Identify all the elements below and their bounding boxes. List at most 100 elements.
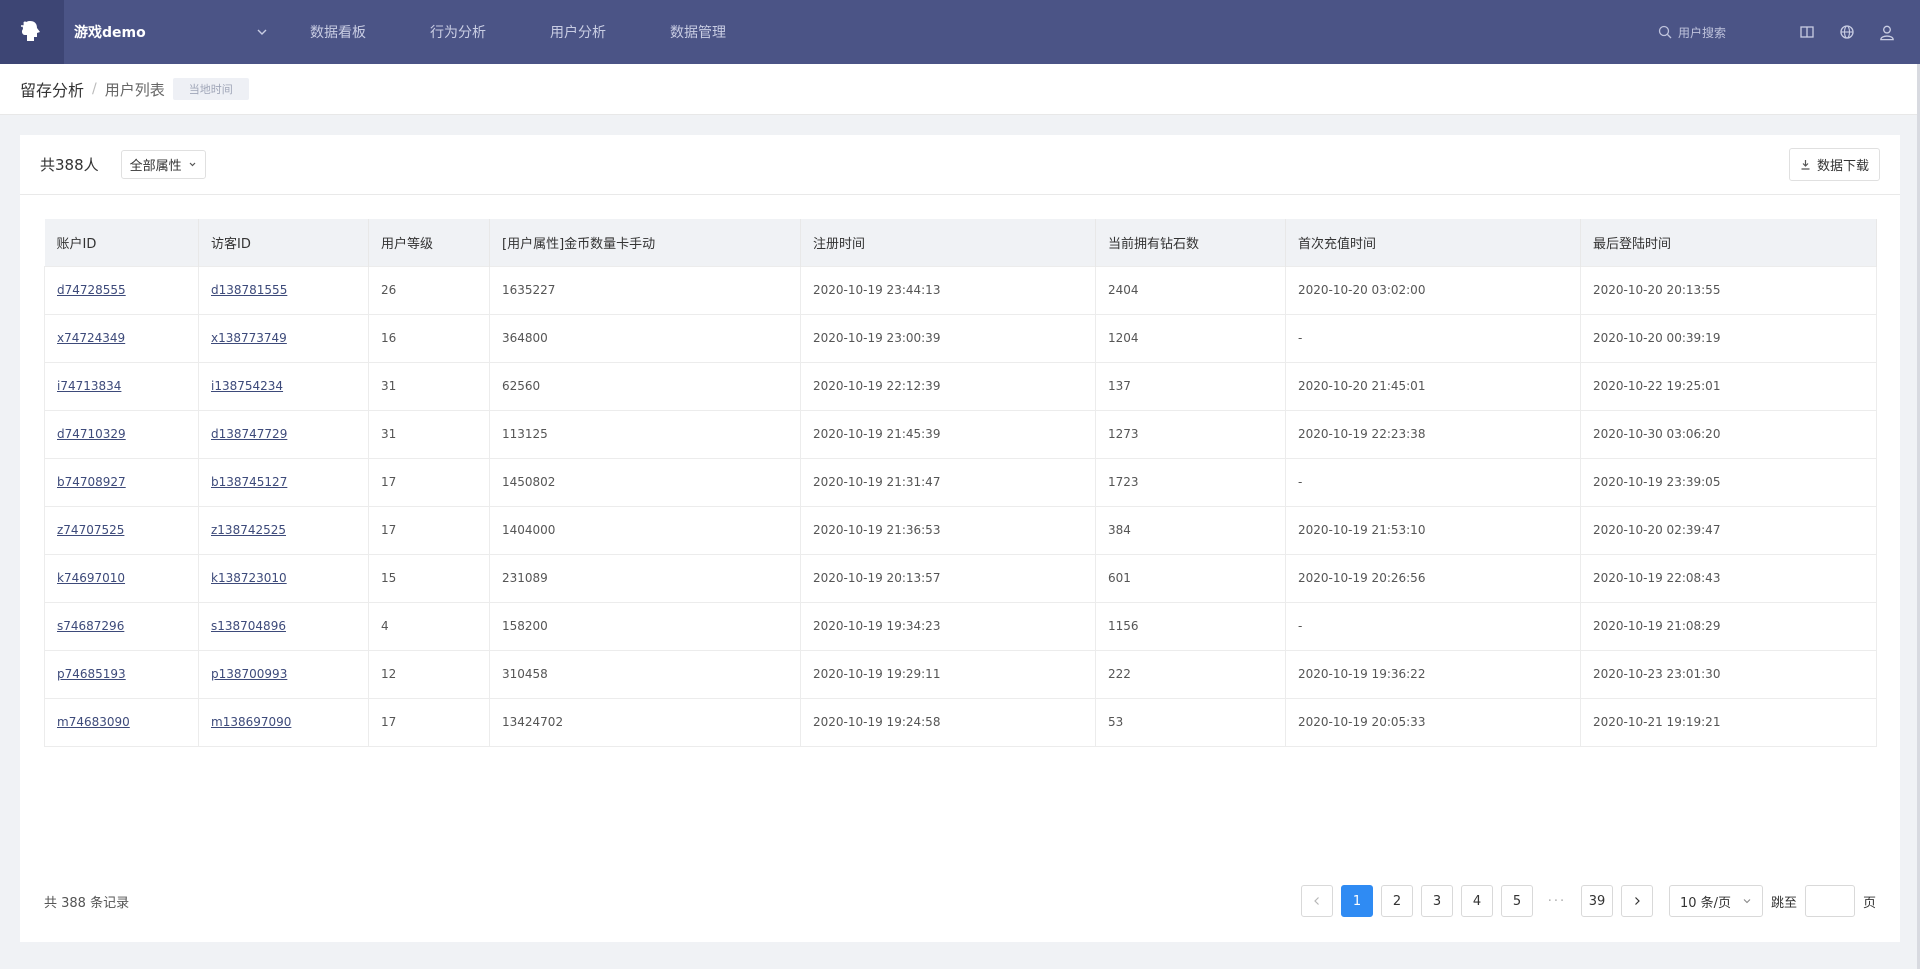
cell-account-id[interactable]: m74683090 (44, 697, 199, 747)
cell-diamonds: 2404 (1095, 265, 1286, 315)
cell-first-recharge: - (1285, 457, 1581, 507)
cell-visitor-id[interactable]: b138745127 (198, 457, 369, 507)
table-row: p74685193 p138700993 12 310458 2020-10-19 19… (44, 649, 1877, 699)
cell-account-id[interactable]: b74708927 (44, 457, 199, 507)
download-label: 数据下载 (1816, 159, 1869, 174)
menu-data-management[interactable]: 数据管理 (670, 25, 726, 41)
cell-account-id[interactable]: d74710329 (44, 409, 199, 459)
cell-last-login: 2020-10-22 19:25:01 (1580, 361, 1877, 411)
cell-last-login: 2020-10-21 19:19:21 (1580, 697, 1877, 747)
cell-diamonds: 384 (1095, 505, 1286, 555)
download-button[interactable]: 数据下载 (1788, 148, 1880, 181)
page-4-button[interactable]: 4 (1460, 885, 1493, 917)
cell-account-id[interactable]: s74687296 (44, 601, 199, 651)
cell-last-login: 2020-10-19 22:08:43 (1580, 553, 1877, 603)
cell-user-level: 26 (368, 265, 490, 315)
brain-logo-icon[interactable] (0, 0, 64, 64)
cell-diamonds: 1273 (1095, 409, 1286, 459)
next-page-button[interactable] (1620, 885, 1653, 917)
cell-gold-count: 310458 (489, 649, 801, 699)
table-row: z74707525 z138742525 17 1404000 2020-10-19 2… (44, 505, 1877, 555)
cell-diamonds: 1204 (1095, 313, 1286, 363)
page-5-button[interactable]: 5 (1500, 885, 1533, 917)
cell-visitor-id[interactable]: x138773749 (198, 313, 369, 363)
page-3-button[interactable]: 3 (1420, 885, 1453, 917)
cell-last-login: 2020-10-20 02:39:47 (1580, 505, 1877, 555)
user-list-card: 共388人 全部属性 数据下载 账户ID 访客ID 用户等级 [用户属性]金币数… (20, 135, 1900, 942)
menu-dashboard[interactable]: 数据看板 (310, 25, 366, 41)
cell-diamonds: 601 (1095, 553, 1286, 603)
table-row: i74713834 i138754234 31 62560 2020-10-19 22:… (44, 361, 1877, 411)
page-ellipsis[interactable]: ··· (1540, 885, 1573, 917)
cell-gold-count: 62560 (489, 361, 801, 411)
cell-account-id[interactable]: d74728555 (44, 265, 199, 315)
cell-account-id[interactable]: p74685193 (44, 649, 199, 699)
table-footer: 共 388 条记录 1 2 3 4 5 ··· 39 10 条/页 跳至 页 (44, 885, 1876, 917)
cell-last-login: 2020-10-20 00:39:19 (1580, 313, 1877, 363)
cell-register-time: 2020-10-19 21:36:53 (800, 505, 1096, 555)
record-count: 共 388 条记录 (44, 895, 130, 911)
table-row: b74708927 b138745127 17 1450802 2020-10-19 2… (44, 457, 1877, 507)
attribute-filter-select[interactable]: 全部属性 (120, 150, 206, 179)
prev-page-button[interactable] (1300, 885, 1333, 917)
cell-first-recharge: - (1285, 601, 1581, 651)
page-1-button[interactable]: 1 (1340, 885, 1373, 917)
cell-first-recharge: 2020-10-20 21:45:01 (1285, 361, 1581, 411)
cell-visitor-id[interactable]: d138781555 (198, 265, 369, 315)
table-row: d74710329 d138747729 31 113125 2020-10-19 21… (44, 409, 1877, 459)
cell-user-level: 12 (368, 649, 490, 699)
nav-right: 用户搜索 (1658, 0, 1920, 64)
cell-gold-count: 231089 (489, 553, 801, 603)
page-size-select[interactable]: 10 条/页 (1668, 885, 1763, 917)
cell-first-recharge: - (1285, 313, 1581, 363)
page-2-button[interactable]: 2 (1380, 885, 1413, 917)
column-header-account-id: 账户ID (44, 219, 199, 266)
user-search[interactable]: 用户搜索 (1658, 24, 1726, 41)
cell-first-recharge: 2020-10-19 19:36:22 (1285, 649, 1581, 699)
cell-visitor-id[interactable]: i138754234 (198, 361, 369, 411)
column-header-last-login: 最后登陆时间 (1580, 219, 1877, 266)
project-selector[interactable]: 游戏demo (64, 22, 272, 42)
cell-register-time: 2020-10-19 22:12:39 (800, 361, 1096, 411)
jump-to-page-input[interactable] (1804, 885, 1855, 917)
globe-icon[interactable] (1838, 23, 1856, 41)
book-icon[interactable] (1798, 23, 1816, 41)
cell-register-time: 2020-10-19 23:44:13 (800, 265, 1096, 315)
menu-behavior-analysis[interactable]: 行为分析 (430, 25, 486, 41)
cell-register-time: 2020-10-19 21:31:47 (800, 457, 1096, 507)
cell-visitor-id[interactable]: p138700993 (198, 649, 369, 699)
cell-last-login: 2020-10-19 23:39:05 (1580, 457, 1877, 507)
user-icon[interactable] (1878, 23, 1896, 41)
cell-visitor-id[interactable]: d138747729 (198, 409, 369, 459)
top-nav: 游戏demo 数据看板 行为分析 用户分析 数据管理 用户搜索 (0, 0, 1920, 64)
last-page-button[interactable]: 39 (1580, 885, 1613, 917)
cell-register-time: 2020-10-19 19:34:23 (800, 601, 1096, 651)
cell-user-level: 16 (368, 313, 490, 363)
page-suffix-label: 页 (1862, 895, 1876, 911)
menu-user-analysis[interactable]: 用户分析 (550, 25, 606, 41)
scrollbar-track[interactable] (1917, 64, 1920, 969)
breadcrumb-retention-analysis[interactable]: 留存分析 (20, 81, 85, 100)
cell-account-id[interactable]: x74724349 (44, 313, 199, 363)
cell-visitor-id[interactable]: z138742525 (198, 505, 369, 555)
cell-diamonds: 222 (1095, 649, 1286, 699)
project-name: 游戏demo (74, 25, 146, 41)
breadcrumb-user-list: 用户列表 (104, 80, 165, 99)
cell-diamonds: 1723 (1095, 457, 1286, 507)
card-header: 共388人 全部属性 数据下载 (20, 135, 1900, 195)
main-menu: 数据看板 行为分析 用户分析 数据管理 (310, 22, 790, 42)
cell-visitor-id[interactable]: m138697090 (198, 697, 369, 747)
cell-visitor-id[interactable]: s138704896 (198, 601, 369, 651)
cell-user-level: 17 (368, 457, 490, 507)
cell-last-login: 2020-10-19 21:08:29 (1580, 601, 1877, 651)
local-time-tag: 当地时间 (172, 78, 249, 100)
cell-visitor-id[interactable]: k138723010 (198, 553, 369, 603)
cell-account-id[interactable]: i74713834 (44, 361, 199, 411)
breadcrumb: 留存分析 / 用户列表 当地时间 (0, 64, 1920, 115)
cell-account-id[interactable]: z74707525 (44, 505, 199, 555)
attribute-filter-label: 全部属性 (129, 159, 182, 174)
cell-account-id[interactable]: k74697010 (44, 553, 199, 603)
column-header-diamonds: 当前拥有钻石数 (1095, 219, 1286, 266)
cell-user-level: 15 (368, 553, 490, 603)
cell-user-level: 31 (368, 361, 490, 411)
